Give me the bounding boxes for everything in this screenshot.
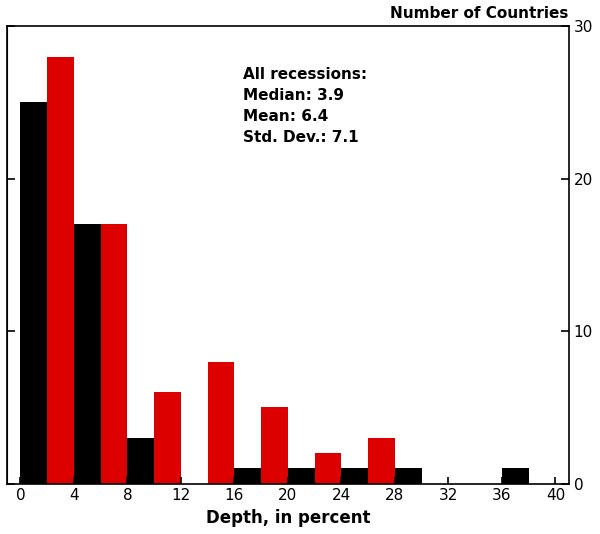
Bar: [20, 103, 47, 484]
Bar: [235, 468, 261, 484]
Bar: [208, 362, 235, 484]
Bar: [47, 57, 74, 484]
Bar: [101, 224, 127, 484]
Bar: [288, 468, 314, 484]
Bar: [368, 438, 395, 484]
Bar: [127, 438, 154, 484]
Text: All recessions:
Median: 3.9
Mean: 6.4
Std. Dev.: 7.1: All recessions: Median: 3.9 Mean: 6.4 St…: [243, 67, 367, 145]
Bar: [341, 468, 368, 484]
Bar: [395, 468, 422, 484]
Bar: [154, 392, 181, 484]
Bar: [74, 224, 101, 484]
Bar: [261, 407, 288, 484]
X-axis label: Depth, in percent: Depth, in percent: [206, 509, 370, 527]
Bar: [314, 453, 341, 484]
Text: Number of Countries: Number of Countries: [391, 6, 569, 21]
Bar: [502, 468, 529, 484]
